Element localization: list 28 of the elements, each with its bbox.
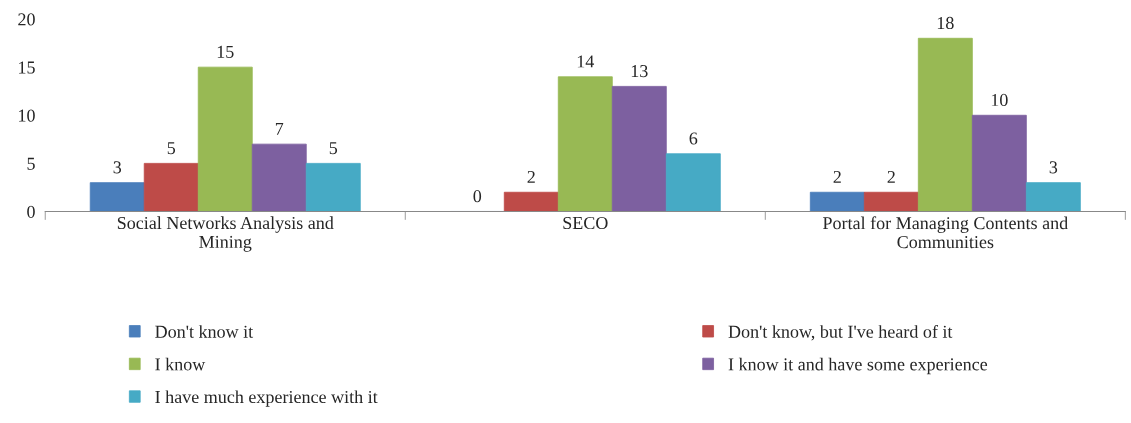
data-label: 15 (217, 45, 234, 58)
y-tick-label: 5 (27, 157, 35, 170)
data-label: 2 (833, 170, 841, 183)
data-label: 5 (167, 142, 176, 155)
data-label: 18 (937, 16, 954, 30)
legend-label: I know it and have some experience (728, 357, 988, 375)
y-tick-label: 15 (19, 61, 35, 74)
y-tick-label: 10 (19, 109, 35, 122)
data-label: 14 (577, 55, 595, 68)
y-tick-label: 0 (27, 205, 35, 218)
x-tick-label: SECO (563, 216, 608, 230)
data-label: 7 (275, 122, 284, 135)
x-tick-label: Social Networks Analysis and Mining (117, 216, 334, 252)
data-label: 10 (991, 93, 1008, 107)
data-label: 3 (1049, 161, 1058, 174)
data-label: 13 (631, 65, 648, 78)
data-label: 2 (527, 170, 535, 183)
data-label: 5 (329, 142, 338, 155)
legend-label: I know (155, 357, 206, 371)
legend-label: I have much experience with it (155, 390, 378, 407)
data-label: 0 (473, 190, 482, 203)
legend-label: Don't know, but I've heard of it (728, 324, 953, 341)
data-label: 2 (887, 170, 895, 183)
data-label: 6 (689, 132, 698, 145)
y-tick-label: 20 (18, 13, 35, 26)
legend-label: Don't know it (155, 325, 254, 338)
data-label: 3 (113, 161, 122, 174)
x-tick-label: Portal for Managing Contents and Communities (822, 216, 1068, 249)
